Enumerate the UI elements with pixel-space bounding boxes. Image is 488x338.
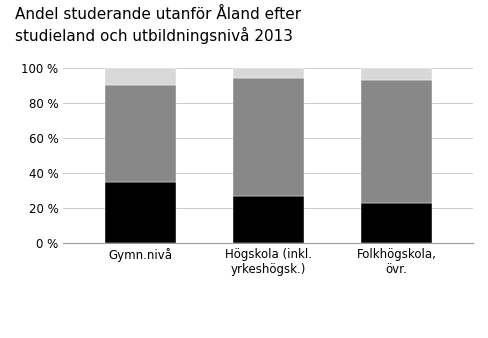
Bar xyxy=(361,203,432,243)
Bar xyxy=(105,85,176,182)
Bar xyxy=(361,80,432,203)
Bar xyxy=(105,182,176,243)
Bar xyxy=(233,68,304,78)
Bar xyxy=(361,68,432,80)
Bar xyxy=(233,196,304,243)
Text: Andel studerande utanför Åland efter
studieland och utbildningsnivå 2013: Andel studerande utanför Åland efter stu… xyxy=(15,7,301,44)
Bar xyxy=(233,78,304,196)
Bar xyxy=(105,68,176,85)
